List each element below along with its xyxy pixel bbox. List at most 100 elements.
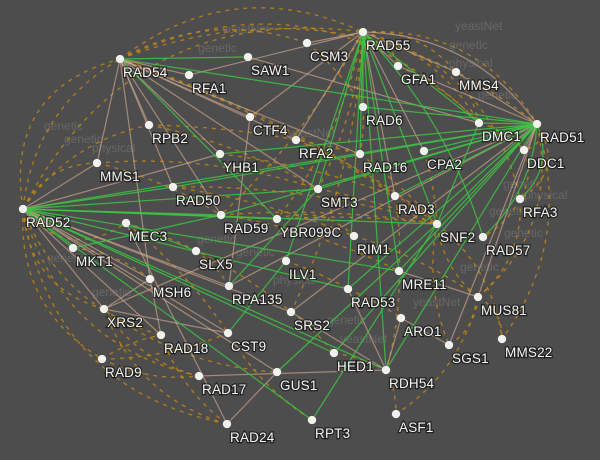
edge-rad53-aro1 <box>347 288 402 319</box>
node-label-rdh54: RDH54 <box>389 376 435 391</box>
node-gus1[interactable] <box>272 367 282 377</box>
node-ybr099c[interactable] <box>272 214 282 224</box>
node-rpb2[interactable] <box>144 120 154 130</box>
node-rad24[interactable] <box>222 419 232 429</box>
edge-rad52-gus1 <box>22 208 278 373</box>
node-rpa135[interactable] <box>224 281 234 291</box>
edge-cst9-ilv1 <box>227 260 287 334</box>
node-rim1[interactable] <box>349 231 359 241</box>
node-rad18[interactable] <box>156 330 166 340</box>
edge-rad51-mms22 <box>501 123 550 340</box>
node-rad6[interactable] <box>358 102 368 112</box>
node-rad16[interactable] <box>355 149 365 159</box>
node-mec3[interactable] <box>121 218 131 228</box>
edge-rad51-dmc1 <box>478 122 538 125</box>
node-aro1[interactable] <box>396 313 406 323</box>
edge-rad52-smt3 <box>22 188 319 210</box>
node-srs2[interactable] <box>286 307 296 317</box>
node-rad54[interactable] <box>115 54 125 64</box>
node-label-sgs1: SGS1 <box>452 351 489 366</box>
node-rad57[interactable] <box>478 232 488 242</box>
node-label-mms4: MMS4 <box>459 78 499 93</box>
edge-rad51-cpa2 <box>423 123 538 152</box>
node-ddc1[interactable] <box>519 145 529 155</box>
node-rad59[interactable] <box>216 210 226 220</box>
edge-rad24-gus1 <box>226 371 278 425</box>
node-mms4[interactable] <box>451 67 461 77</box>
watermark-genetic: genetic <box>47 251 86 265</box>
node-label-rim1: RIM1 <box>357 242 390 257</box>
node-label-mus81: MUS81 <box>481 303 527 318</box>
node-mms22[interactable] <box>497 334 507 344</box>
node-dmc1[interactable] <box>474 118 484 128</box>
node-label-rad53: RAD53 <box>351 295 396 310</box>
node-mus81[interactable] <box>473 292 483 302</box>
edge-rpt3-snf2 <box>311 223 438 421</box>
edge-rad55-ctf4 <box>249 31 364 118</box>
node-label-rfa2: RFA2 <box>299 146 334 161</box>
node-label-cpa2: CPA2 <box>427 157 462 172</box>
edge-gus1-snf2 <box>276 223 438 373</box>
node-mms1[interactable] <box>92 158 102 168</box>
node-hed1[interactable] <box>329 348 339 358</box>
node-rdh54[interactable] <box>381 365 391 375</box>
node-rad52[interactable] <box>18 204 28 214</box>
edge-mkt1-msh6 <box>72 247 151 280</box>
edge-rad51-rad54 <box>119 58 538 125</box>
edge-rad54-saw1 <box>119 56 249 60</box>
node-label-mre11: MRE11 <box>402 277 447 292</box>
node-label-rad54: RAD54 <box>123 65 168 80</box>
node-msh6[interactable] <box>145 274 155 284</box>
node-label-gfa1: GFA1 <box>401 72 436 87</box>
node-csm3[interactable] <box>302 38 312 48</box>
node-label-mec3: MEC3 <box>129 229 167 244</box>
node-slx5[interactable] <box>191 246 201 256</box>
node-ilv1[interactable] <box>281 256 291 266</box>
node-xrs2[interactable] <box>99 304 109 314</box>
node-rad51[interactable] <box>532 119 542 129</box>
node-rfa3[interactable] <box>515 194 525 204</box>
node-rad50[interactable] <box>168 182 178 192</box>
edge-rad54-rfa1 <box>119 58 190 76</box>
node-yhb1[interactable] <box>215 149 225 159</box>
node-rad9[interactable] <box>97 354 107 364</box>
node-sgs1[interactable] <box>444 340 454 350</box>
edge-dmc1-snf2 <box>436 122 480 225</box>
edge-rad55-rad51 <box>362 30 538 125</box>
edge-rad51-rad57 <box>482 123 538 238</box>
node-cpa2[interactable] <box>419 146 429 156</box>
edge-rad52-rad51 <box>22 123 538 210</box>
edge-rad55-mms4 <box>362 31 457 73</box>
node-rfa2[interactable] <box>291 135 301 145</box>
node-snf2[interactable] <box>432 219 442 229</box>
node-label-slx5: SLX5 <box>199 257 233 272</box>
edge-ybr099c-snf2 <box>276 216 438 225</box>
node-ctf4[interactable] <box>245 112 255 122</box>
node-asf1[interactable] <box>391 409 401 419</box>
edge-rad18-rad24 <box>160 334 228 425</box>
node-saw1[interactable] <box>243 52 253 62</box>
node-rad17[interactable] <box>194 371 204 381</box>
edge-rad51-rad55 <box>362 31 538 125</box>
node-rfa1[interactable] <box>184 70 194 80</box>
edge-rad52-rpt3 <box>22 208 313 421</box>
node-mre11[interactable] <box>394 266 404 276</box>
edge-smt3-snf2 <box>317 188 438 225</box>
node-gfa1[interactable] <box>393 61 403 71</box>
edge-rad55-rad59 <box>220 31 364 216</box>
node-rad53[interactable] <box>343 284 353 294</box>
node-smt3[interactable] <box>313 184 323 194</box>
node-rad3[interactable] <box>390 191 400 201</box>
edge-rad52-rdh54 <box>22 208 387 371</box>
node-mkt1[interactable] <box>68 243 78 253</box>
node-rpt3[interactable] <box>307 415 317 425</box>
node-rad55[interactable] <box>358 27 368 37</box>
edge-rad17-rdh54 <box>198 369 387 377</box>
edge-dmc1-ddc1 <box>478 122 525 151</box>
node-label-rad9: RAD9 <box>105 365 142 380</box>
edge-rad55-rfa3 <box>362 31 521 200</box>
node-cst9[interactable] <box>223 328 233 338</box>
node-label-yhb1: YHB1 <box>223 160 259 175</box>
